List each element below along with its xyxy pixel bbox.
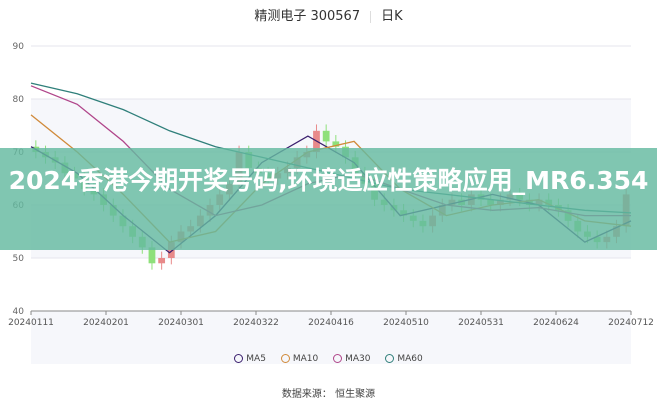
legend-ma30[interactable]: MA30	[333, 354, 370, 364]
x-tick-label: 20240111	[8, 318, 54, 328]
candle-body	[322, 130, 330, 142]
x-tick-label: 20240301	[158, 318, 204, 328]
chart-header: 精测电子 300567 日K	[0, 5, 657, 24]
x-tick-label: 20240322	[233, 318, 279, 328]
data-source: 数据来源： 恒生聚源	[281, 389, 376, 400]
y-tick-label: 80	[13, 95, 25, 105]
y-tick-label: 50	[13, 254, 25, 264]
x-tick-label: 20240531	[458, 318, 504, 328]
candle-body	[148, 247, 156, 264]
legend-ma60[interactable]: MA60	[385, 354, 423, 364]
legend-ma5[interactable]: MA5	[234, 354, 266, 364]
x-tick-label: 20240416	[308, 318, 354, 328]
x-tick-label: 20240712	[608, 318, 654, 328]
grid-band	[31, 311, 631, 364]
candle-body	[167, 242, 175, 258]
legend-ma10[interactable]: MA10	[280, 354, 318, 364]
x-tick-label: 20240201	[83, 318, 129, 328]
y-tick-label: 40	[13, 307, 25, 317]
stock-title: 精测电子 300567	[254, 9, 361, 24]
divider	[370, 10, 372, 23]
candle-body	[332, 141, 340, 147]
x-tick-label: 20240510	[383, 318, 429, 328]
period-label[interactable]: 日K	[381, 9, 403, 24]
x-tick-label: 20240624	[533, 318, 579, 328]
candle-body	[158, 258, 166, 264]
overlay-banner: 2024香港今期开奖号码,环境适应性策略应用_MR6.354	[0, 148, 657, 250]
y-tick-label: 90	[13, 42, 25, 52]
grid-band	[31, 99, 631, 152]
legend: MA5 MA10 MA30 MA60	[0, 354, 657, 364]
